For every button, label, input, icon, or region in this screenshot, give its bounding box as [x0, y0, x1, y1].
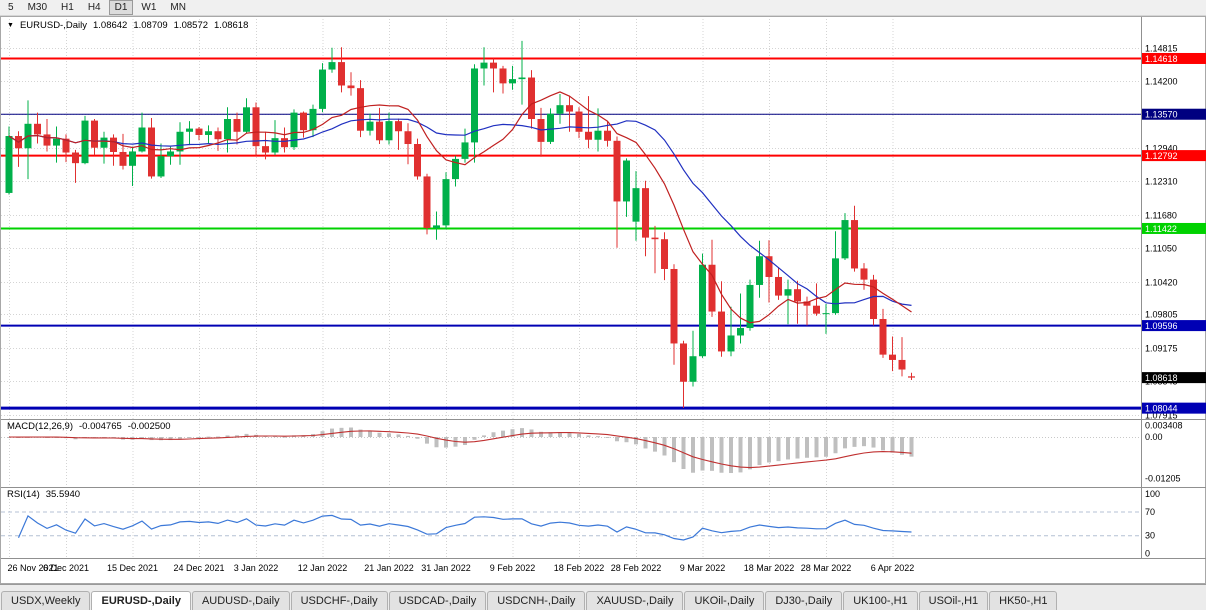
macd-name: MACD(12,26,9) — [7, 421, 73, 432]
macd-signal-value: -0.002500 — [127, 421, 171, 432]
svg-text:1.11422: 1.11422 — [1145, 224, 1177, 234]
chart-tab-uk100-h1[interactable]: UK100-,H1 — [843, 591, 918, 610]
rsi-name: RSI(14) — [7, 489, 40, 500]
svg-text:12 Jan 2022: 12 Jan 2022 — [298, 563, 348, 573]
chart-tab-bar: USDX,Weekly EURUSD-,Daily AUDUSD-,Daily USD… — [0, 584, 1206, 610]
svg-text:70: 70 — [1145, 507, 1155, 517]
chart-canvas[interactable]: 1.14815 1.14200 1.13570 1.12940 1.12310 1.116… — [1, 17, 1206, 583]
svg-text:1.12310: 1.12310 — [1145, 177, 1178, 187]
timeframe-button-mn[interactable]: MN — [170, 2, 186, 13]
svg-text:21 Jan 2022: 21 Jan 2022 — [364, 563, 414, 573]
svg-text:1.11050: 1.11050 — [1145, 244, 1177, 254]
low-value: 1.08572 — [173, 20, 209, 31]
svg-text:1.14200: 1.14200 — [1145, 77, 1178, 87]
svg-text:30: 30 — [1145, 531, 1155, 541]
high-value: 1.08709 — [133, 20, 168, 31]
open-value: 1.08642 — [92, 20, 128, 31]
macd-pane — [1, 427, 1141, 474]
rsi-value: 35.5940 — [45, 489, 81, 500]
close-value: 1.08618 — [214, 20, 249, 31]
timeframe-toolbar: 5 M30 H1 H4 D1 W1 MN — [0, 0, 1206, 16]
moving-averages-layer — [8, 91, 912, 324]
svg-text:28 Mar 2022: 28 Mar 2022 — [801, 563, 852, 573]
timeframe-button-m30[interactable]: M30 — [27, 2, 48, 13]
symbol-dropdown-icon[interactable]: ▼ — [7, 22, 14, 29]
svg-text:1.10420: 1.10420 — [1145, 278, 1178, 288]
svg-text:9 Feb 2022: 9 Feb 2022 — [490, 563, 536, 573]
svg-text:1.12792: 1.12792 — [1145, 151, 1178, 161]
timeframe-button-5[interactable]: 5 — [8, 2, 14, 13]
grid-layer — [1, 19, 1141, 558]
timeframe-button-d1[interactable]: D1 — [108, 0, 134, 15]
svg-text:1.11680: 1.11680 — [1145, 211, 1177, 221]
chart-tab-hk50-h1[interactable]: HK50-,H1 — [989, 591, 1058, 610]
svg-text:0.003408: 0.003408 — [1145, 420, 1183, 430]
chart-tab-eurusd-daily[interactable]: EURUSD-,Daily — [91, 591, 191, 610]
rsi-pane — [1, 511, 1141, 541]
price-axis[interactable]: 1.14815 1.14200 1.13570 1.12940 1.12310 1.116… — [1142, 44, 1206, 559]
svg-text:1.09596: 1.09596 — [1145, 321, 1178, 331]
svg-text:1.09175: 1.09175 — [1145, 344, 1178, 354]
pane-dividers — [1, 17, 1206, 559]
svg-text:1.14815: 1.14815 — [1145, 44, 1178, 54]
symbol-title: EURUSD-,Daily — [19, 20, 87, 31]
chart-tab-usdcad-daily[interactable]: USDCAD-,Daily — [388, 591, 487, 610]
svg-text:3 Jan 2022: 3 Jan 2022 — [234, 563, 279, 573]
svg-text:0: 0 — [1145, 549, 1150, 559]
timeframe-button-h4[interactable]: H4 — [87, 2, 101, 13]
rsi-indicator-label: RSI(14) 35.5940 — [7, 489, 80, 500]
svg-text:1.07915: 1.07915 — [1145, 411, 1178, 421]
svg-text:1.13570: 1.13570 — [1145, 110, 1178, 120]
svg-text:-0.01205: -0.01205 — [1145, 473, 1181, 483]
chart-tab-usdcnh-daily[interactable]: USDCNH-,Daily — [487, 591, 586, 610]
svg-text:1.14618: 1.14618 — [1145, 54, 1178, 64]
timeframe-button-h1[interactable]: H1 — [61, 2, 74, 13]
svg-text:1.08618: 1.08618 — [1145, 373, 1178, 383]
svg-text:18 Feb 2022: 18 Feb 2022 — [554, 563, 605, 573]
svg-text:18 Mar 2022: 18 Mar 2022 — [744, 563, 795, 573]
chart-tab-usdx-weekly[interactable]: USDX,Weekly — [1, 591, 91, 610]
svg-text:6 Apr 2022: 6 Apr 2022 — [871, 563, 915, 573]
svg-text:28 Feb 2022: 28 Feb 2022 — [611, 563, 662, 573]
svg-text:24 Dec 2021: 24 Dec 2021 — [173, 563, 224, 573]
svg-text:9 Mar 2022: 9 Mar 2022 — [680, 563, 726, 573]
macd-main-value: -0.004765 — [79, 421, 122, 432]
chart-tab-usdchf-daily[interactable]: USDCHF-,Daily — [290, 591, 388, 610]
horizontal-lines-layer — [1, 57, 1141, 410]
svg-text:0.00: 0.00 — [1145, 432, 1163, 442]
svg-text:15 Dec 2021: 15 Dec 2021 — [107, 563, 158, 573]
svg-text:1.08044: 1.08044 — [1145, 404, 1178, 414]
timeframe-button-w1[interactable]: W1 — [141, 2, 157, 13]
chart-tab-xauusd-daily[interactable]: XAUUSD-,Daily — [586, 591, 684, 610]
macd-indicator-label: MACD(12,26,9) -0.004765 -0.002500 — [7, 421, 171, 432]
svg-text:100: 100 — [1145, 489, 1160, 499]
chart-header: ▼ EURUSD-,Daily 1.08642 1.08709 1.08572 … — [7, 20, 248, 31]
svg-text:6 Dec 2021: 6 Dec 2021 — [43, 563, 89, 573]
svg-text:1.09805: 1.09805 — [1145, 310, 1178, 320]
chart-window: 1.14815 1.14200 1.13570 1.12940 1.12310 1.116… — [0, 16, 1206, 584]
chart-tab-ukoil-daily[interactable]: UKOil-,Daily — [684, 591, 765, 610]
chart-tab-usoil-h1[interactable]: USOil-,H1 — [918, 591, 989, 610]
svg-text:26 Nov 2021: 26 Nov 2021 — [7, 563, 58, 573]
chart-tab-dj30-daily[interactable]: DJ30-,Daily — [765, 591, 843, 610]
svg-text:1.12940: 1.12940 — [1145, 144, 1178, 154]
candlesticks-layer — [5, 40, 915, 408]
svg-text:31 Jan 2022: 31 Jan 2022 — [421, 563, 471, 573]
chart-tab-audusd-daily[interactable]: AUDUSD-,Daily — [191, 591, 290, 610]
